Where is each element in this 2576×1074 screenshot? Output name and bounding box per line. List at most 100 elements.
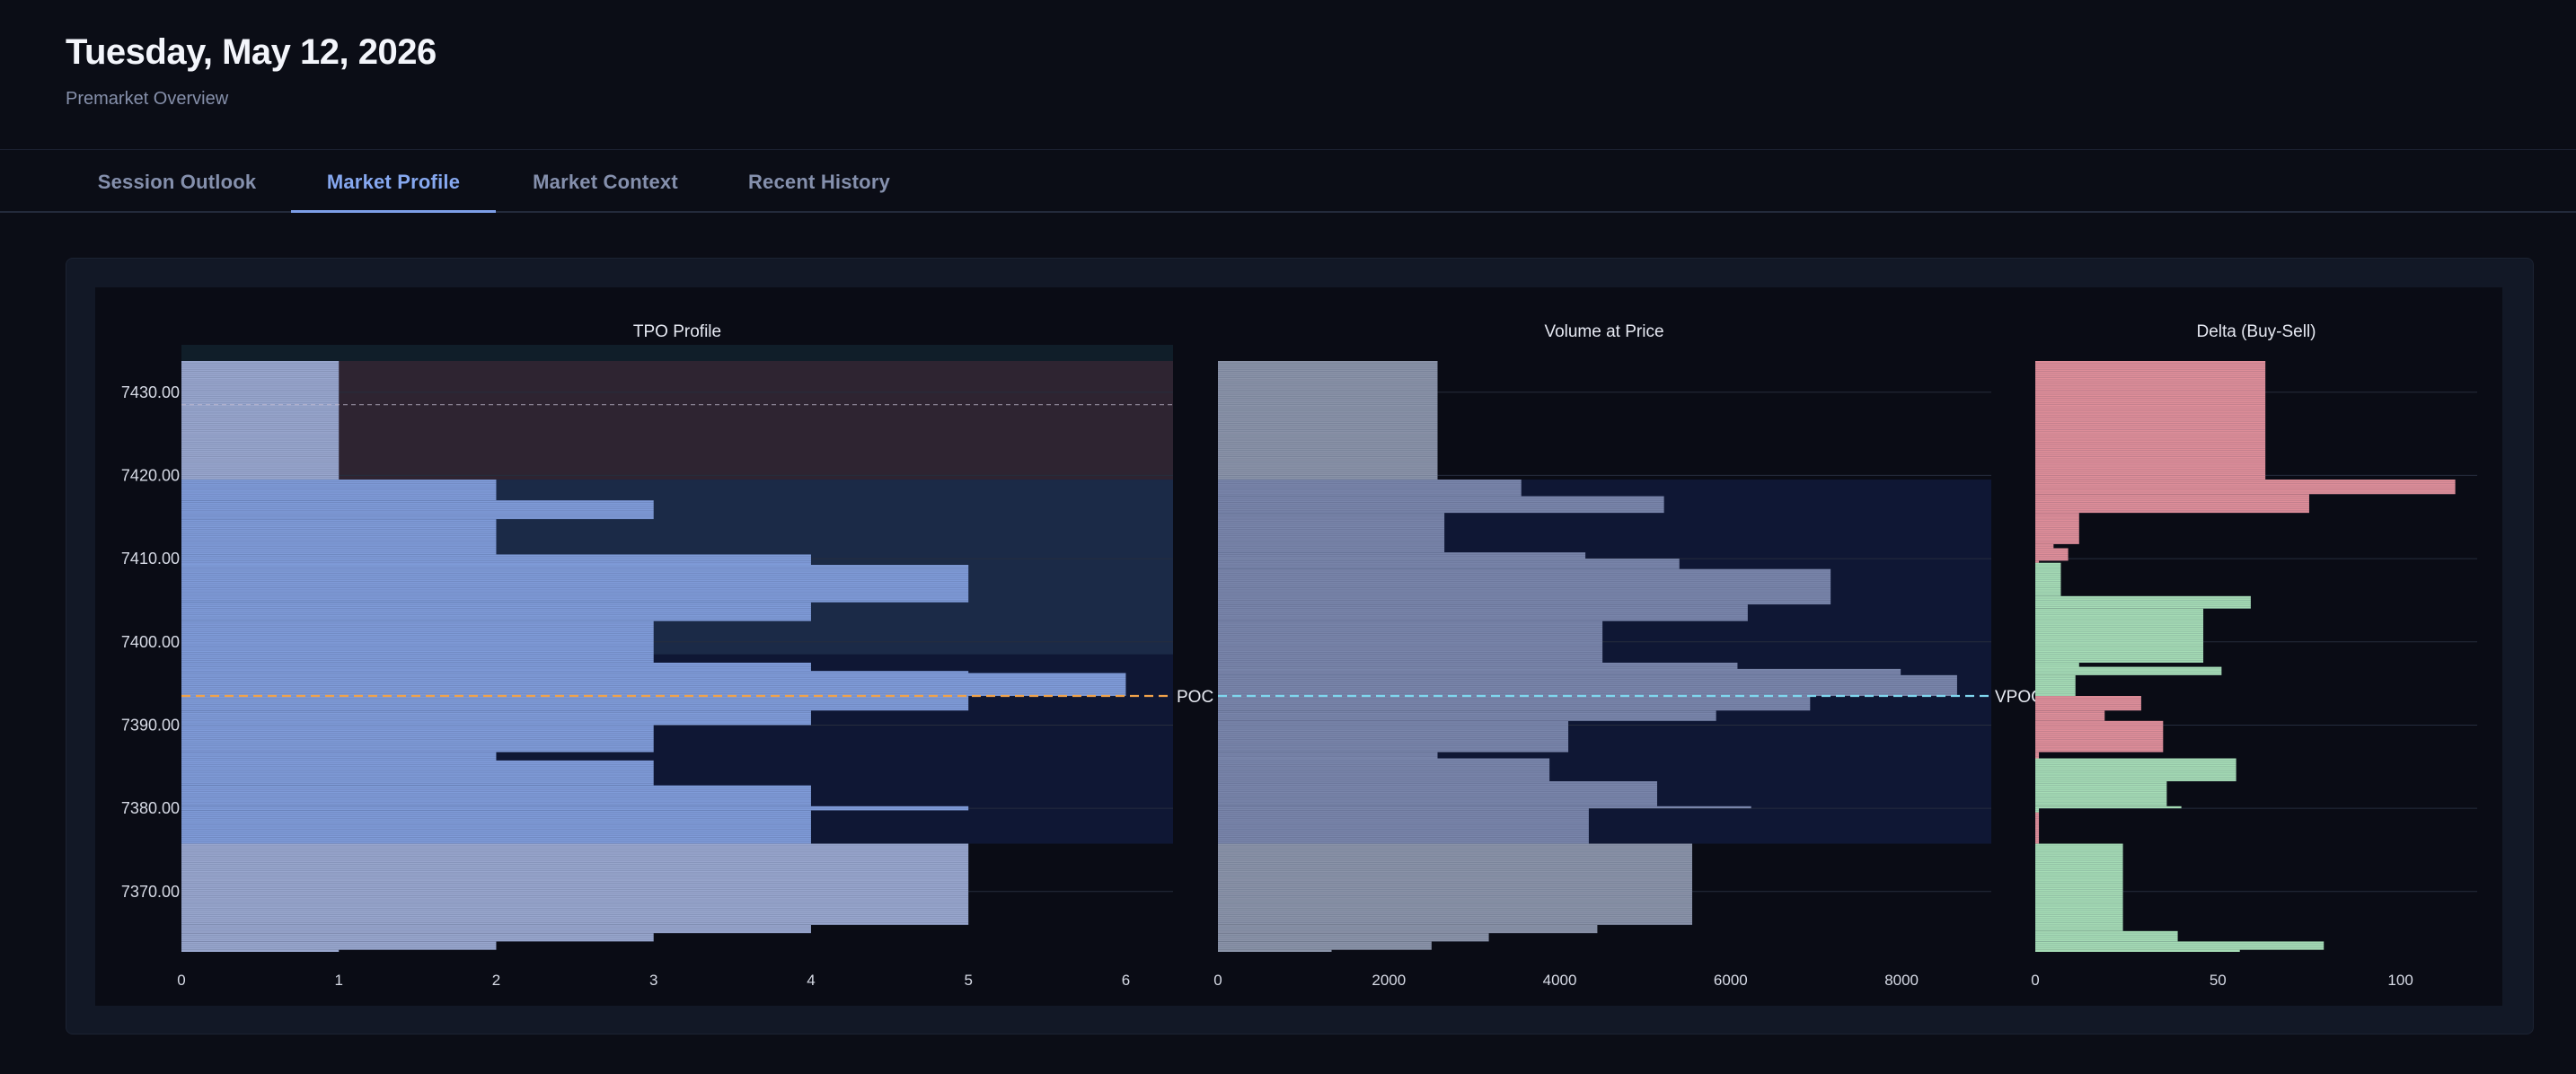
bar	[2035, 930, 2178, 942]
row-texture	[181, 362, 1126, 948]
bar	[2035, 513, 2079, 544]
bar	[2035, 494, 2309, 514]
row-texture	[1218, 362, 1957, 948]
x-tick-label: 4000	[1543, 972, 1577, 989]
y-tick-label: 7370.00	[121, 883, 180, 901]
bar	[181, 565, 969, 603]
tab-market-context[interactable]: Market Context	[533, 171, 678, 193]
x-tick-label: 5	[964, 972, 972, 989]
y-tick-label: 7410.00	[121, 550, 180, 568]
page-header: Tuesday, May 12, 2026 Premarket Overview	[66, 32, 437, 110]
chart-area: POC TPO Profile 0 1 2 3 4 5 6 7430.00 7420.00 7410.…	[95, 287, 2502, 1006]
page-title: Tuesday, May 12, 2026	[66, 32, 437, 72]
x-tick-label: 50	[2210, 972, 2227, 989]
bar	[181, 554, 811, 566]
bar	[1218, 752, 1438, 759]
page-subtitle: Premarket Overview	[66, 89, 229, 109]
profile-charts: POC TPO Profile 0 1 2 3 4 5 6 7430.00 7420.00 7410.…	[121, 322, 2477, 989]
bar	[1218, 843, 1693, 925]
bar	[1218, 552, 1586, 559]
bar	[2035, 666, 2222, 675]
bar	[1218, 568, 1831, 605]
bar	[181, 933, 654, 942]
bar	[2035, 662, 2079, 667]
bar	[181, 519, 497, 555]
bar	[1218, 621, 1603, 663]
bar	[1218, 949, 1332, 952]
bar	[2035, 752, 2040, 759]
tab-bar: Session Outlook Market Profile Market Co…	[0, 149, 2576, 213]
x-tick-label: 4	[807, 972, 815, 989]
bar	[181, 621, 654, 663]
bar	[181, 806, 969, 811]
bar	[2035, 812, 2040, 844]
bar	[181, 949, 340, 952]
bar	[1218, 806, 1751, 809]
bar	[181, 843, 969, 925]
tab-recent-history[interactable]: Recent History	[747, 171, 891, 193]
chart-title: TPO Profile	[633, 322, 721, 341]
x-tick-label: 100	[2387, 972, 2413, 989]
poc-label: POC	[1177, 688, 1213, 707]
bar	[2035, 674, 2076, 697]
bar	[1218, 496, 1664, 514]
bar	[2035, 543, 2054, 549]
y-tick-label: 7420.00	[121, 466, 180, 484]
bar	[181, 785, 811, 806]
chart-title: Delta (Buy-Sell)	[2196, 322, 2316, 341]
bar	[1218, 668, 1901, 675]
bar	[1218, 674, 1957, 697]
bar	[181, 810, 811, 844]
bar	[1218, 808, 1589, 844]
bar	[1218, 781, 1658, 806]
bar	[1218, 941, 1432, 950]
bar	[1218, 480, 1522, 497]
bar	[2035, 696, 2141, 711]
y-tick-label: 7390.00	[121, 716, 180, 734]
bar	[1218, 513, 1445, 553]
bar	[2035, 949, 2240, 952]
bar	[181, 673, 1126, 697]
bar	[2035, 595, 2251, 609]
bar	[1218, 758, 1550, 782]
x-tick-label: 0	[2031, 972, 2039, 989]
bar	[2035, 781, 2167, 806]
upper-excess-zone	[181, 361, 1173, 480]
bar	[1218, 710, 1716, 721]
chart-panel-3: Delta (Buy-Sell) 0 50 100	[2031, 322, 2477, 989]
bar	[181, 710, 811, 726]
bar	[181, 760, 654, 786]
bar	[181, 480, 497, 501]
bar	[2035, 548, 2069, 561]
top-margin-zone	[181, 345, 1173, 361]
bar	[2035, 843, 2123, 931]
bar	[1218, 604, 1748, 621]
x-tick-label: 0	[1213, 972, 1222, 989]
chart-panel-2: VPOC Volume at Price 0 2000 4000 6000 8000	[1213, 322, 2043, 989]
y-tick-label: 7380.00	[121, 799, 180, 817]
tab-session-outlook[interactable]: Session Outlook	[97, 171, 257, 193]
bar	[2035, 710, 2105, 721]
bar	[2035, 361, 2266, 480]
tab-market-profile[interactable]: Market Profile	[291, 150, 496, 213]
bar	[2035, 758, 2236, 782]
chart-panel-1: POC TPO Profile 0 1 2 3 4 5 6 7430.00 7420.00 7410.…	[121, 322, 1213, 989]
row-texture	[2035, 362, 2456, 948]
bar	[181, 662, 811, 672]
bar	[2035, 562, 2061, 596]
bar	[2035, 806, 2182, 809]
x-tick-label: 1	[335, 972, 343, 989]
chart-title: Volume at Price	[1544, 322, 1663, 341]
x-tick-label: 2000	[1372, 972, 1406, 989]
bar	[1218, 924, 1598, 934]
bar	[1218, 720, 1569, 753]
bar	[181, 671, 969, 673]
bar	[181, 696, 969, 711]
bar	[2035, 560, 2040, 563]
bar	[2035, 941, 2325, 950]
x-tick-label: 2	[492, 972, 500, 989]
bar	[1218, 662, 1738, 669]
bar	[2035, 480, 2456, 495]
bar	[1218, 361, 1438, 480]
bar	[181, 361, 340, 480]
